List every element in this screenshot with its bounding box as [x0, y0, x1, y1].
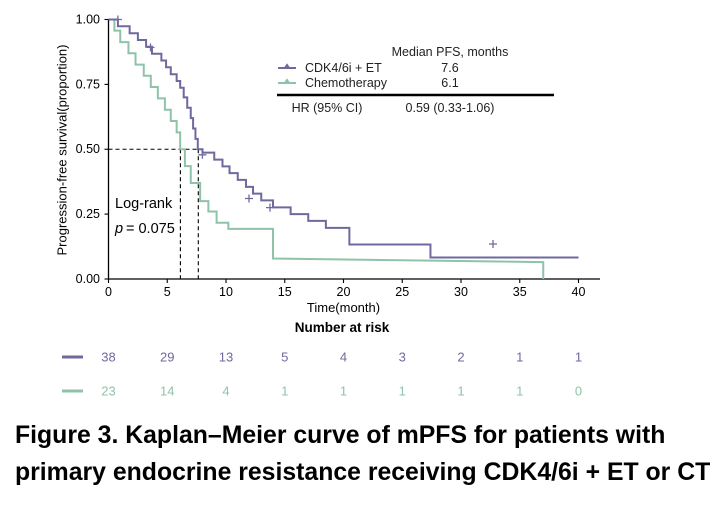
svg-text:CDK4/6i + ET: CDK4/6i + ET — [305, 61, 382, 75]
svg-text:1: 1 — [281, 384, 288, 399]
svg-text:1: 1 — [575, 350, 582, 365]
svg-text:p: p — [114, 221, 123, 237]
svg-text:3: 3 — [399, 350, 406, 365]
svg-text:primary endocrine resistance r: primary endocrine resistance receiving C… — [15, 459, 710, 486]
svg-text:1: 1 — [457, 384, 464, 399]
svg-text:4: 4 — [222, 384, 229, 399]
svg-text:0.50: 0.50 — [76, 142, 100, 156]
svg-text:1: 1 — [399, 384, 406, 399]
svg-text:20: 20 — [337, 285, 351, 299]
svg-text:1: 1 — [516, 384, 523, 399]
svg-text:13: 13 — [219, 350, 233, 365]
svg-text:30: 30 — [454, 285, 468, 299]
svg-text:1.00: 1.00 — [76, 13, 100, 27]
svg-text:0.59 (0.33-1.06): 0.59 (0.33-1.06) — [406, 101, 495, 115]
svg-text:0.75: 0.75 — [76, 77, 100, 91]
svg-text:14: 14 — [160, 384, 174, 399]
svg-text:0: 0 — [105, 285, 112, 299]
svg-text:HR (95% CI): HR (95% CI) — [292, 101, 363, 115]
svg-text:0.25: 0.25 — [76, 207, 100, 221]
svg-text:10: 10 — [219, 285, 233, 299]
svg-text:Log-rank: Log-rank — [115, 196, 173, 212]
svg-text:Figure 3. Kaplan–Meier curve o: Figure 3. Kaplan–Meier curve of mPFS for… — [15, 422, 665, 449]
svg-text:2: 2 — [457, 350, 464, 365]
svg-text:4: 4 — [340, 350, 347, 365]
svg-text:Chemotherapy: Chemotherapy — [305, 76, 388, 90]
svg-text:5: 5 — [164, 285, 171, 299]
svg-text:1: 1 — [340, 384, 347, 399]
svg-text:35: 35 — [513, 285, 527, 299]
svg-text:38: 38 — [101, 350, 115, 365]
svg-text:6.1: 6.1 — [441, 76, 458, 90]
svg-text:40: 40 — [572, 285, 586, 299]
svg-text:5: 5 — [281, 350, 288, 365]
svg-text:0: 0 — [575, 384, 582, 399]
svg-text:= 0.075: = 0.075 — [126, 221, 175, 237]
svg-text:Median PFS, months: Median PFS, months — [392, 45, 509, 59]
svg-text:7.6: 7.6 — [441, 61, 458, 75]
svg-text:0.00: 0.00 — [76, 272, 100, 286]
svg-text:29: 29 — [160, 350, 174, 365]
svg-text:Number at risk: Number at risk — [295, 320, 390, 335]
svg-text:25: 25 — [395, 285, 409, 299]
svg-text:1: 1 — [516, 350, 523, 365]
svg-text:15: 15 — [278, 285, 292, 299]
svg-text:Progression-free survival(prop: Progression-free survival(proportion) — [55, 45, 70, 256]
svg-text:23: 23 — [101, 384, 115, 399]
svg-text:Time(month): Time(month) — [307, 300, 380, 315]
